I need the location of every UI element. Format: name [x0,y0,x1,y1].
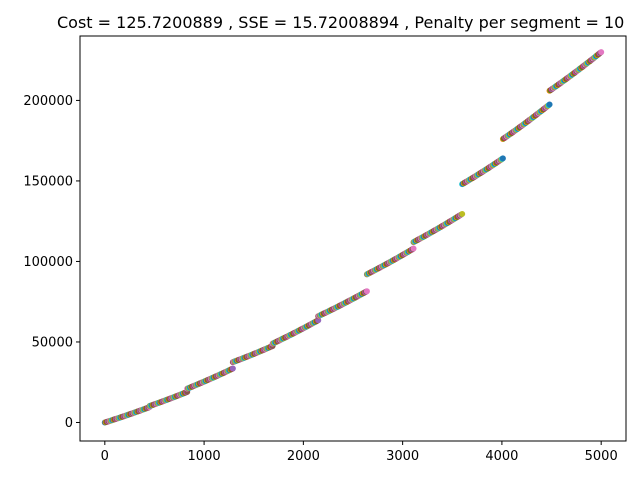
data-point [598,49,605,56]
x-tick-label: 3000 [386,449,419,464]
y-tick-label: 0 [65,416,73,431]
data-point [229,365,236,372]
data-point [546,101,553,108]
data-point [363,288,370,295]
y-tick-label: 100000 [23,255,73,270]
data-point [459,210,466,217]
x-tick-label: 2000 [287,449,320,464]
x-tick-label: 5000 [585,449,618,464]
x-tick-label: 0 [101,449,109,464]
axes: 0 1000 2000 3000 4000 50000500001000001500002… [23,35,627,464]
data-point [410,245,417,252]
y-tick-label: 150000 [23,174,73,189]
y-tick-label: 200000 [23,94,73,109]
chart-title: Cost = 125.7200889 , SSE = 15.72008894 ,… [57,13,624,32]
data-points [101,49,605,426]
plot-frame [79,35,627,442]
x-tick-label: 4000 [485,449,518,464]
x-tick-label: 1000 [188,449,221,464]
y-tick-label: 50000 [32,335,73,350]
data-point [499,155,506,162]
